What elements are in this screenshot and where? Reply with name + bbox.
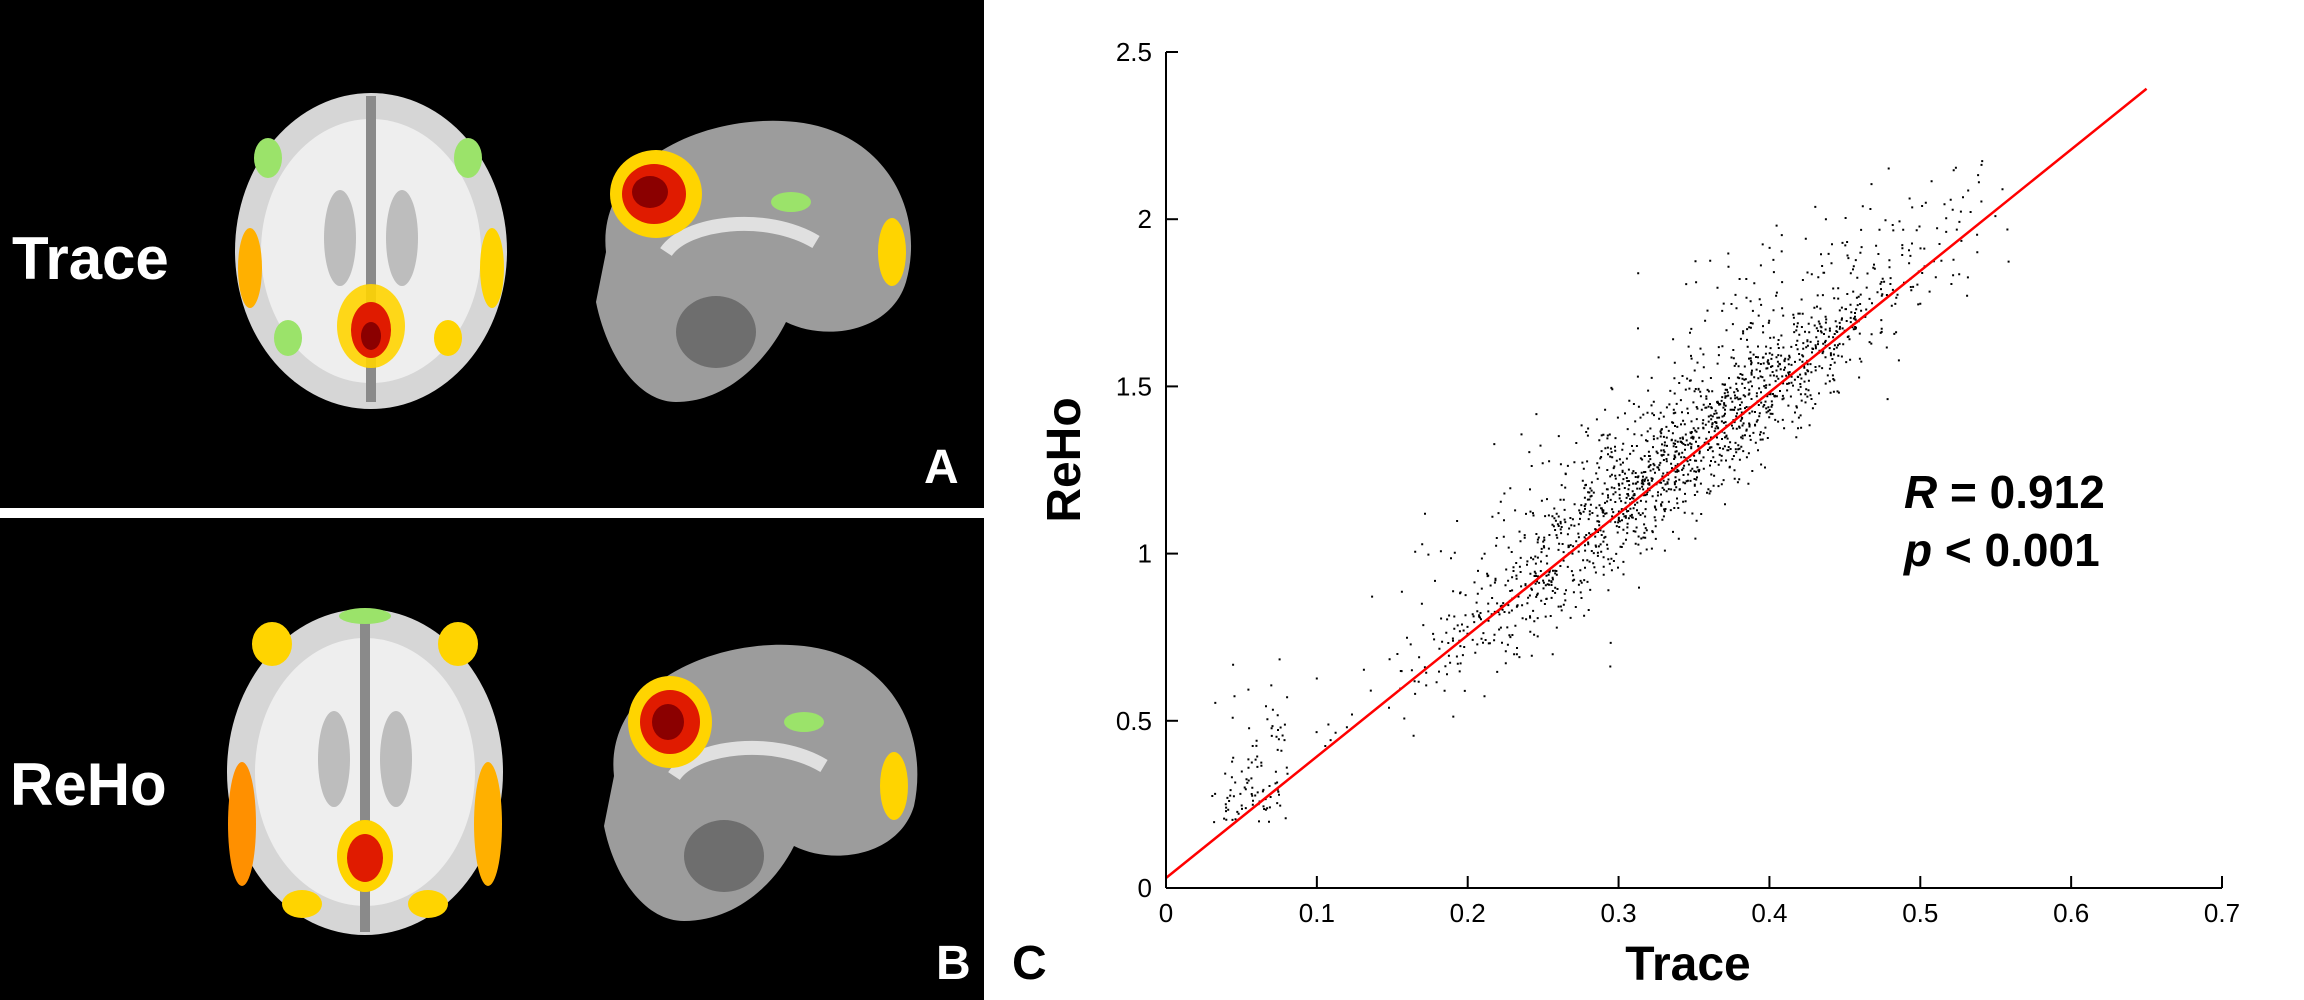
x-tick-label: 0.2 (1450, 898, 1486, 928)
y-tick-label: 2.5 (1116, 37, 1152, 67)
row-label-trace: Trace (12, 225, 169, 292)
regression-fit-line (1165, 87, 2148, 879)
axial-brain-image-reho (227, 608, 503, 935)
scatter-plot: 0 0.1 0.2 0.3 0.4 0.5 0.6 0.7 0 0.5 1 1.5 2 2.5 Trac… (1038, 37, 2240, 991)
x-tick-label: 0.1 (1299, 898, 1335, 928)
y-tick-label: 2 (1138, 204, 1152, 234)
y-tick-label: 1.5 (1116, 371, 1152, 401)
p-symbol: p (1902, 524, 1932, 576)
row-label-reho: ReHo (10, 751, 167, 818)
x-tick-label: 0.7 (2204, 898, 2240, 928)
scatter-point-cloud (1211, 160, 2010, 824)
x-axis-title: Trace (1625, 938, 1750, 991)
panel-letter-b: B (936, 937, 971, 990)
sagittal-brain-image-trace (596, 120, 912, 403)
y-tick-label: 1 (1138, 539, 1152, 569)
x-tick-label: 0 (1159, 898, 1173, 928)
p-statistic: p < 0.001 (1902, 524, 2100, 576)
x-tick-label: 0.3 (1600, 898, 1636, 928)
x-axis: 0 0.1 0.2 0.3 0.4 0.5 0.6 0.7 (1159, 876, 2240, 928)
panel-b-reho-maps: ReHo B (0, 518, 984, 1000)
sagittal-brain-image-reho (604, 644, 918, 921)
x-tick-label: 0.6 (2053, 898, 2089, 928)
y-axis-title: ReHo (1038, 397, 1091, 522)
scatter-points (1211, 160, 2010, 824)
r-symbol: R (1904, 466, 1937, 518)
p-value: < 0.001 (1945, 524, 2100, 576)
panel-letter-a: A (924, 441, 959, 494)
panel-a-trace-maps: Trace A (0, 0, 984, 508)
x-tick-label: 0.5 (1902, 898, 1938, 928)
y-tick-label: 0.5 (1116, 706, 1152, 736)
axial-brain-image-trace (235, 93, 507, 409)
x-tick-label: 0.4 (1751, 898, 1787, 928)
r-value: = 0.912 (1950, 466, 2105, 518)
panel-letter-c: C (1012, 937, 1047, 990)
r-statistic: R = 0.912 (1904, 466, 2105, 518)
y-axis: 0 0.5 1 1.5 2 2.5 (1116, 37, 1178, 903)
y-tick-label: 0 (1138, 873, 1152, 903)
